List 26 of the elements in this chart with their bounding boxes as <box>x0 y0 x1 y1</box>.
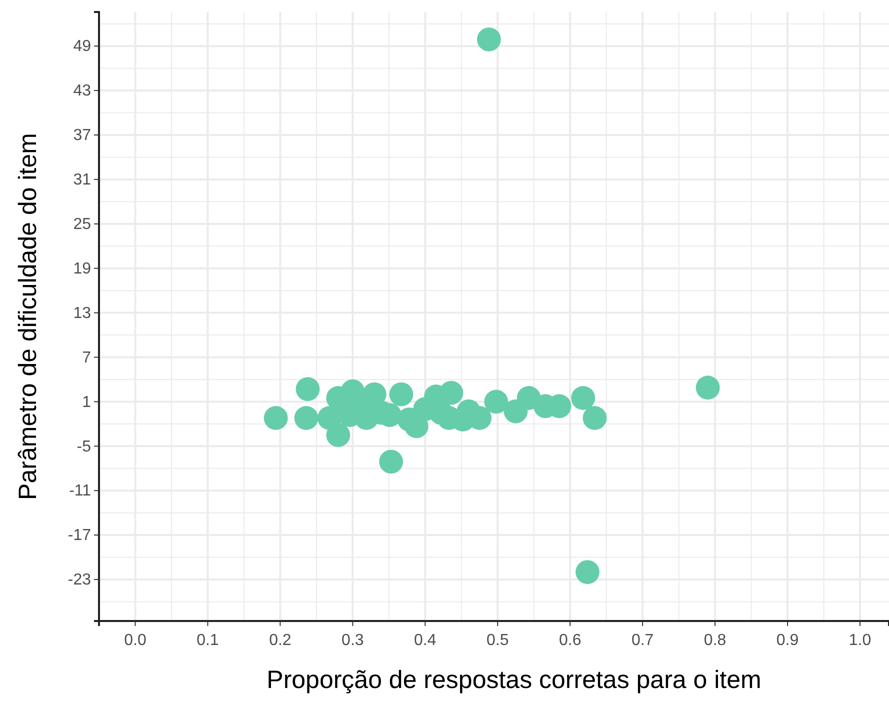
x-tick-label: 0.4 <box>414 632 436 649</box>
x-tick-label: 0.6 <box>558 632 582 649</box>
y-tick-label: -5 <box>76 438 92 456</box>
x-tick-label: 0.8 <box>704 632 726 649</box>
y-tick-label: 31 <box>73 172 92 189</box>
y-tick-label: 37 <box>73 127 92 144</box>
y-tick-label: 13 <box>73 304 92 322</box>
y-axis-title: Parâmetro de dificuldade do item <box>14 133 42 500</box>
x-tick-label: 0.3 <box>342 632 364 649</box>
y-tick-label: 43 <box>73 82 92 100</box>
x-tick-label: 0.1 <box>196 632 219 649</box>
y-tick-label: -11 <box>69 482 92 500</box>
x-tick-label: 0.9 <box>776 632 799 649</box>
y-tick-label: 1 <box>82 394 92 411</box>
x-tick-label: 0.5 <box>486 632 509 649</box>
y-tick-label: -17 <box>68 527 92 544</box>
x-axis-title: Proporção de respostas corretas para o item <box>266 666 762 694</box>
x-tick-label: 0.7 <box>631 632 654 649</box>
y-tick-label: 19 <box>73 260 92 278</box>
x-tick-label: 1.0 <box>848 632 872 649</box>
y-tick-label: 7 <box>82 349 92 366</box>
x-tick-label: 0.2 <box>269 632 292 649</box>
x-tick-label: 0.0 <box>124 632 146 649</box>
y-tick-label: -23 <box>68 572 92 589</box>
y-tick-label: 25 <box>73 216 92 234</box>
y-tick-label: 49 <box>73 38 92 56</box>
